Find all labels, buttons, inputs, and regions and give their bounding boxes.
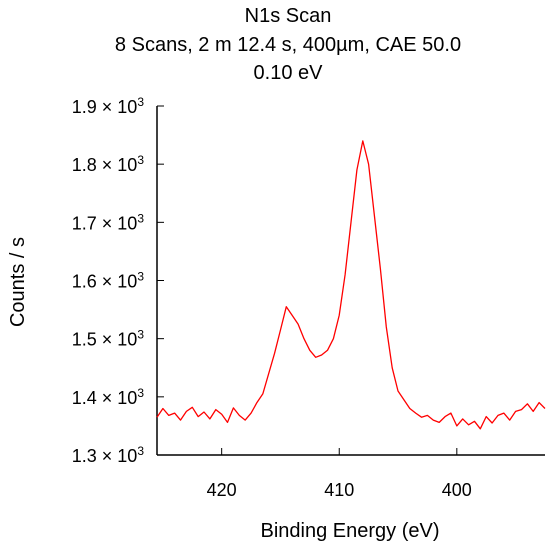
y-tick-label: 1.5 × 103	[72, 328, 145, 350]
y-axis-ticks: 1.3 × 103 1.4 × 103 1.5 × 103 1.6 × 103 1.7 …	[72, 95, 164, 466]
x-axis-label: Binding Energy (eV)	[261, 520, 440, 542]
y-tick-label: 1.6 × 103	[72, 270, 145, 292]
x-tick-label: 410	[324, 480, 354, 500]
chart-subtitle-line-1: 8 Scans, 2 m 12.4 s, 400µm, CAE 50.0	[115, 34, 461, 56]
y-tick-label: 1.3 × 103	[72, 444, 145, 466]
x-tick-label: 420	[207, 480, 237, 500]
y-axis-label: Counts / s	[7, 237, 29, 327]
chart-title: N1s Scan	[245, 5, 332, 27]
x-tick-label: 400	[442, 480, 472, 500]
x-axis-ticks: 420 410 400	[207, 448, 472, 500]
y-tick-label: 1.4 × 103	[72, 386, 145, 408]
series-line	[156, 140, 546, 430]
y-tick-label: 1.7 × 103	[72, 211, 145, 233]
y-tick-label: 1.9 × 103	[72, 95, 145, 117]
series-group	[156, 140, 546, 430]
y-tick-label: 1.8 × 103	[72, 153, 145, 175]
plot-frame	[156, 106, 545, 456]
chart-subtitle-line-2: 0.10 eV	[254, 62, 324, 84]
